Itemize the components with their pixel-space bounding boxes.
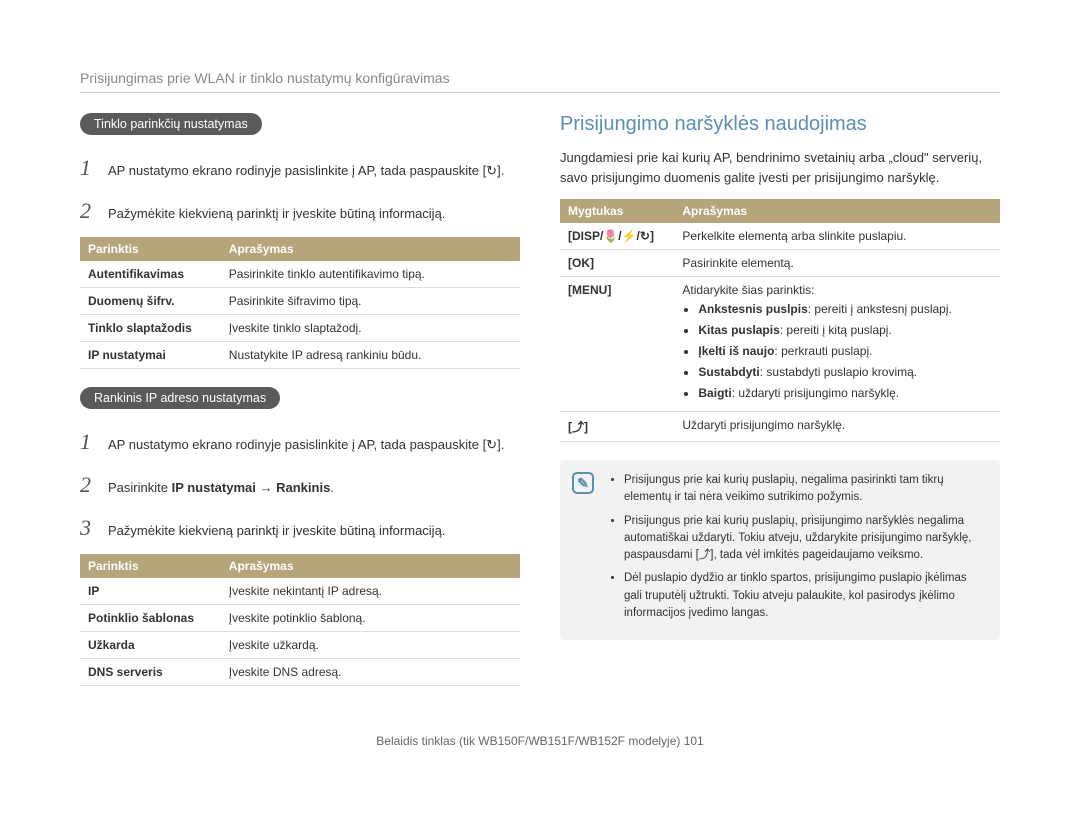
step-number: 3 (80, 511, 98, 544)
table-row: Tinklo slaptažodisĮveskite tinklo slapta… (80, 315, 520, 342)
col-desc: Aprašymas (221, 237, 520, 261)
key-menu: [MENU] (560, 277, 674, 412)
col-option: Parinktis (80, 237, 221, 261)
section-title: Prisijungimo naršyklės naudojimas (560, 113, 1000, 136)
table-row: DNS serverisĮveskite DNS adresą. (80, 659, 520, 686)
buttons-table: Mygtukas Aprašymas [DISP/🌷/⚡/↻] Perkelki… (560, 199, 1000, 442)
desc: Perkelkite elementą arba slinkite puslap… (674, 223, 1000, 250)
option-key: DNS serveris (80, 659, 221, 686)
step-text: Pažymėkite kiekvieną parinktį ir įveskit… (108, 204, 520, 224)
step-text: AP nustatymo ekrano rodinyje pasislinkit… (108, 161, 520, 181)
option-key: Potinklio šablonas (80, 605, 221, 632)
option-key: Tinklo slaptažodis (80, 315, 221, 342)
table-row: UžkardaĮveskite užkardą. (80, 632, 520, 659)
intro-text: Jungdamiesi prie kai kurių AP, bendrinim… (560, 148, 1000, 187)
table-row: [DISP/🌷/⚡/↻] Perkelkite elementą arba sl… (560, 223, 1000, 250)
table-row: AutentifikavimasPasirinkite tinklo auten… (80, 261, 520, 288)
table-row: [OK] Pasirinkite elementą. (560, 250, 1000, 277)
page-header: Prisijungimas prie WLAN ir tinklo nustat… (80, 70, 1000, 93)
step-1b: 1 AP nustatymo ekrano rodinyje pasislink… (80, 425, 520, 458)
desc: Pasirinkite elementą. (674, 250, 1000, 277)
option-key: Autentifikavimas (80, 261, 221, 288)
page-footer: Belaidis tinklas (tik WB150F/WB151F/WB15… (80, 734, 1000, 748)
columns: Tinklo parinkčių nustatymas 1 AP nustaty… (80, 113, 1000, 704)
notes-list: Prisijungus prie kai kurių puslapių, neg… (610, 472, 986, 622)
step-number: 2 (80, 468, 98, 501)
step-text: Pažymėkite kiekvieną parinktį ir įveskit… (108, 521, 520, 541)
desc: Atidarykite šias parinktis: Ankstesnis p… (674, 277, 1000, 412)
option-value: Įveskite tinklo slaptažodį. (221, 315, 520, 342)
col-desc: Aprašymas (674, 199, 1000, 223)
option-key: IP (80, 578, 221, 605)
key-disp: [DISP/🌷/⚡/↻] (560, 223, 674, 250)
note-item: Dėl puslapio dydžio ar tinklo spartos, p… (624, 570, 986, 622)
step-number: 1 (80, 151, 98, 184)
left-column: Tinklo parinkčių nustatymas 1 AP nustaty… (80, 113, 520, 704)
col-option: Parinktis (80, 554, 221, 578)
menu-options-list: Ankstesnis puslpis: pereiti į ankstesnį … (682, 300, 992, 402)
note-item: Prisijungus prie kai kurių puslapių, pri… (624, 513, 986, 565)
table-row: IPĮveskite nekintantį IP adresą. (80, 578, 520, 605)
col-desc: Aprašymas (221, 554, 520, 578)
step-2: 2 Pažymėkite kiekvieną parinktį ir įvesk… (80, 194, 520, 227)
right-column: Prisijungimo naršyklės naudojimas Jungda… (560, 113, 1000, 704)
key-ok: [OK] (560, 250, 674, 277)
col-button: Mygtukas (560, 199, 674, 223)
pill-manual-ip: Rankinis IP adreso nustatymas (80, 387, 280, 409)
note-item: Prisijungus prie kai kurių puslapių, neg… (624, 472, 986, 507)
options-table-2: Parinktis Aprašymas IPĮveskite nekintant… (80, 554, 520, 686)
option-value: Nustatykite IP adresą rankiniu būdu. (221, 342, 520, 369)
option-value: Įveskite potinklio šabloną. (221, 605, 520, 632)
option-value: Pasirinkite tinklo autentifikavimo tipą. (221, 261, 520, 288)
option-key: IP nustatymai (80, 342, 221, 369)
key-back: [⤴] (560, 412, 674, 442)
desc: Uždaryti prisijungimo naršyklę. (674, 412, 1000, 442)
step-text: AP nustatymo ekrano rodinyje pasislinkit… (108, 435, 520, 455)
menu-option: Baigti: uždaryti prisijungimo naršyklę. (698, 384, 992, 402)
table-row: [MENU] Atidarykite šias parinktis: Ankst… (560, 277, 1000, 412)
option-value: Įveskite užkardą. (221, 632, 520, 659)
menu-option: Ankstesnis puslpis: pereiti į ankstesnį … (698, 300, 992, 318)
table-row: IP nustatymaiNustatykite IP adresą ranki… (80, 342, 520, 369)
pill-network-options: Tinklo parinkčių nustatymas (80, 113, 262, 135)
option-value: Įveskite nekintantį IP adresą. (221, 578, 520, 605)
table-row: [⤴] Uždaryti prisijungimo naršyklę. (560, 412, 1000, 442)
step-2b: 2 Pasirinkite IP nustatymai → Rankinis. (80, 468, 520, 501)
step-3b: 3 Pažymėkite kiekvieną parinktį ir įvesk… (80, 511, 520, 544)
menu-intro: Atidarykite šias parinktis: (682, 283, 992, 297)
note-icon: ✎ (572, 472, 594, 494)
menu-option: Sustabdyti: sustabdyti puslapio krovimą. (698, 363, 992, 381)
menu-option: Kitas puslapis: pereiti į kitą puslapį. (698, 321, 992, 339)
option-value: Įveskite DNS adresą. (221, 659, 520, 686)
step-number: 2 (80, 194, 98, 227)
option-key: Užkarda (80, 632, 221, 659)
option-value: Pasirinkite šifravimo tipą. (221, 288, 520, 315)
option-key: Duomenų šifrv. (80, 288, 221, 315)
table-row: Potinklio šablonasĮveskite potinklio šab… (80, 605, 520, 632)
options-table-1: Parinktis Aprašymas AutentifikavimasPasi… (80, 237, 520, 369)
step-text: Pasirinkite IP nustatymai → Rankinis. (108, 478, 520, 498)
step-1: 1 AP nustatymo ekrano rodinyje pasislink… (80, 151, 520, 184)
step-number: 1 (80, 425, 98, 458)
table-row: Duomenų šifrv.Pasirinkite šifravimo tipą… (80, 288, 520, 315)
menu-option: Įkelti iš naujo: perkrauti puslapį. (698, 342, 992, 360)
note-box: ✎ Prisijungus prie kai kurių puslapių, n… (560, 460, 1000, 640)
